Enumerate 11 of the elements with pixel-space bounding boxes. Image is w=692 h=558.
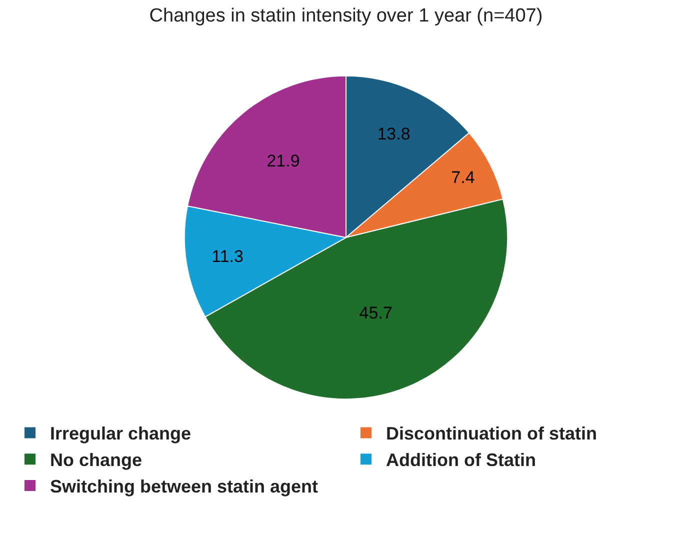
legend-label: Addition of Statin — [386, 450, 536, 470]
legend-label: Irregular change — [50, 424, 192, 444]
data-label: 21.9 — [266, 152, 300, 171]
legend-label: No change — [50, 450, 142, 470]
data-label: 45.7 — [359, 303, 392, 322]
chart-title: Changes in statin intensity over 1 year (n=407) — [149, 6, 543, 27]
data-label: 11.3 — [212, 246, 244, 266]
legend-label: Switching between statin agent — [50, 476, 318, 497]
data-label: 7.4 — [451, 168, 475, 188]
legend-label: Discontinuation of statin — [386, 424, 597, 444]
data-label: 13.8 — [377, 124, 410, 144]
